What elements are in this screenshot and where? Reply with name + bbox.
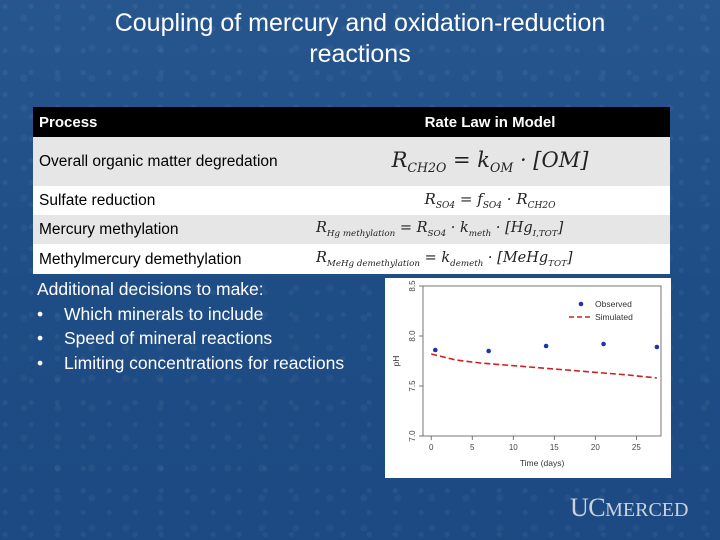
y-tick-label: 8.5 xyxy=(408,280,417,292)
ph-chart: 0 5 10 15 20 25 7.0 7.5 8.0 8.5 Time (days) pH Obser… xyxy=(391,280,662,468)
table-header-row: Process Rate Law in Model xyxy=(33,107,670,137)
x-axis-label: Time (days) xyxy=(520,458,565,468)
list-item-text: Which minerals to include xyxy=(64,303,264,324)
legend-simulated-label: Simulated xyxy=(595,312,633,322)
slide-title: Coupling of mercury and oxidation-reduct… xyxy=(0,8,720,70)
process-cell: Sulfate reduction xyxy=(33,186,310,215)
slide-title-line-1: Coupling of mercury and oxidation-reduct… xyxy=(114,9,606,37)
x-tick-label: 25 xyxy=(632,443,641,452)
observed-point xyxy=(654,344,660,350)
y-axis-label: pH xyxy=(391,356,401,367)
slide-title-line-2: reactions xyxy=(309,40,411,68)
rate-law-formula: RHg methylation = RSO4 · kmeth · [HgI,TO… xyxy=(310,215,670,244)
rate-law-formula: RMeHg demethylation = kdemeth · [MeHgTOT… xyxy=(310,244,670,274)
plot-frame xyxy=(422,285,662,437)
x-tick-label: 15 xyxy=(550,443,559,452)
logo-merced: MERCED xyxy=(605,499,689,521)
rate-law-formula: RCH2O = kOM · [OM] xyxy=(310,137,670,186)
bullet: • xyxy=(37,303,44,324)
list-item: • Limiting concentrations for reactions xyxy=(37,351,344,376)
bullet: • xyxy=(37,352,44,373)
bullet: • xyxy=(37,328,44,348)
legend-observed-label: Observed xyxy=(595,299,632,309)
process-cell: Methylmercury demethylation xyxy=(33,244,310,274)
logo-uc: UC xyxy=(570,493,606,522)
y-tick-label: 7.0 xyxy=(408,430,417,442)
y-tick-label: 7.5 xyxy=(408,380,417,392)
header-rate-law: Rate Law in Model xyxy=(310,107,670,137)
table-row: Overall organic matter degredation RCH2O… xyxy=(33,137,670,186)
table-row: Mercury methylation RHg methylation = RS… xyxy=(33,215,670,244)
header-process: Process xyxy=(33,107,310,137)
process-cell: Overall organic matter degredation xyxy=(33,137,310,186)
table-row: Sulfate reduction RSO4 = fSO4 · RCH2O xyxy=(33,186,670,215)
x-tick-label: 0 xyxy=(429,443,434,452)
table-row: Methylmercury demethylation RMeHg demeth… xyxy=(33,244,670,274)
process-cell: Mercury methylation xyxy=(33,215,310,244)
decisions-heading: Additional decisions to make: xyxy=(37,279,264,299)
observed-point xyxy=(543,343,549,349)
y-tick-label: 8.0 xyxy=(408,330,417,342)
decisions-list: Additional decisions to make: • Which min… xyxy=(37,277,344,375)
x-tick-label: 20 xyxy=(591,443,600,452)
list-item: • Which minerals to include xyxy=(37,302,344,327)
legend-observed-marker xyxy=(578,301,584,307)
observed-point xyxy=(486,348,491,354)
ph-chart-panel: 0 5 10 15 20 25 7.0 7.5 8.0 8.5 Time (days) pH Obser… xyxy=(385,278,671,478)
list-item: • Speed of mineral reactions xyxy=(37,326,344,351)
uc-merced-logo: UCMERCED xyxy=(570,493,688,523)
list-item-text: Speed of mineral reactions xyxy=(64,328,273,348)
rate-law-formula: RSO4 = fSO4 · RCH2O xyxy=(310,186,670,215)
x-tick-label: 10 xyxy=(509,443,518,452)
x-tick-label: 5 xyxy=(470,443,475,452)
simulated-series-line xyxy=(431,353,657,379)
rate-law-table: Process Rate Law in Model Overall organi… xyxy=(33,107,670,274)
observed-point xyxy=(433,347,438,353)
list-item-text: Limiting concentrations for reactions xyxy=(64,352,345,373)
observed-point xyxy=(601,341,606,347)
